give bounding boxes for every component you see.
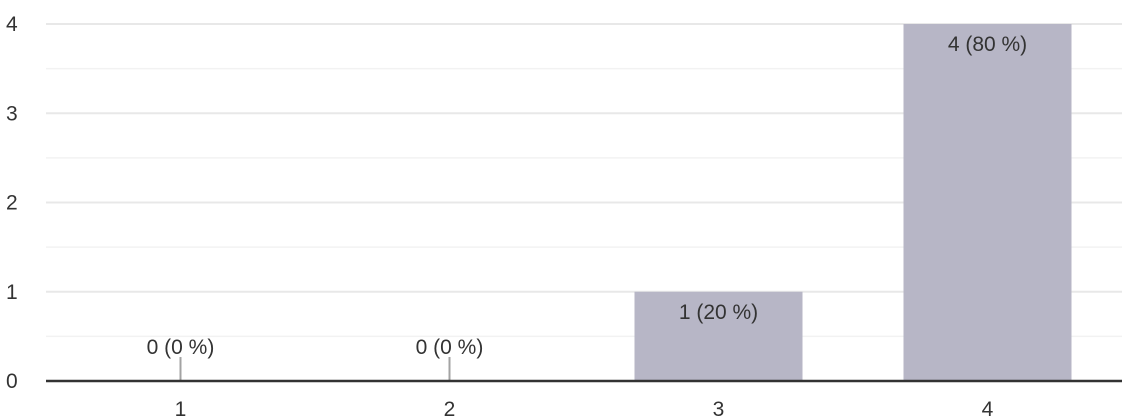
- data-label: 0 (0 %): [147, 336, 215, 359]
- y-tick-label: 4: [6, 13, 18, 36]
- x-tick-label: 2: [444, 398, 456, 418]
- bar: [634, 291, 803, 381]
- y-tick-label: 1: [6, 281, 18, 304]
- data-label: 4 (80 %): [948, 33, 1027, 56]
- x-tick-label: 4: [982, 398, 994, 418]
- data-label: 0 (0 %): [416, 336, 484, 359]
- bar: [903, 24, 1072, 381]
- data-label: 1 (20 %): [679, 301, 758, 324]
- y-tick-label: 0: [6, 370, 18, 393]
- x-tick-label: 1: [175, 398, 187, 418]
- y-tick-label: 3: [6, 102, 18, 125]
- y-tick-label: 2: [6, 192, 18, 215]
- x-tick-label: 3: [713, 398, 725, 418]
